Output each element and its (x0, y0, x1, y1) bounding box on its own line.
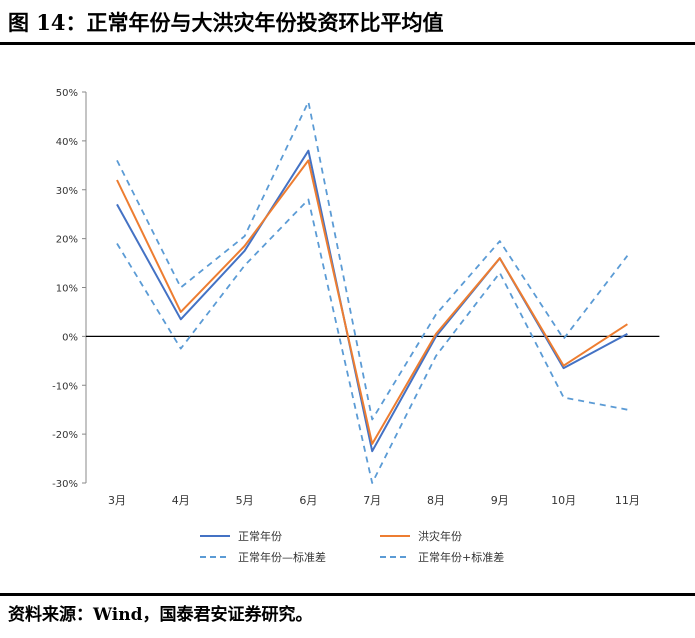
x-tick-label: 11月 (615, 494, 640, 507)
y-tick-label: 30% (56, 186, 78, 197)
x-axis: 3月 4月 5月 6月 7月 8月 9月 10月 11月 (86, 335, 660, 507)
legend-item: 正常年份 (200, 529, 282, 543)
y-tick-label: 10% (56, 284, 78, 295)
legend-item: 正常年份—标准差 (200, 550, 326, 564)
y-tick-label: 40% (56, 137, 78, 148)
series-line-2 (116, 159, 628, 445)
legend-item: 洪灾年份 (380, 529, 462, 543)
x-tick-label: 5月 (236, 494, 254, 507)
series-line-3 (116, 198, 628, 484)
y-tick-label: 0% (62, 332, 78, 343)
y-tick-label: -10% (52, 381, 78, 392)
y-tick-label: 20% (56, 235, 78, 246)
legend-label: 正常年份—标准差 (238, 550, 326, 564)
y-tick-label: -20% (52, 430, 78, 441)
series-line-4 (116, 100, 629, 421)
x-tick-label: 6月 (299, 494, 317, 507)
figure-source: 资料来源：Wind，国泰君安证券研究。 (8, 605, 313, 625)
top-rule (0, 42, 695, 45)
bottom-rule (0, 593, 695, 596)
x-tick-label: 3月 (108, 494, 126, 507)
legend-label: 正常年份 (238, 529, 282, 543)
figure-title: 图 14：正常年份与大洪灾年份投资环比平均值 (8, 10, 444, 35)
y-tick-label: 50% (56, 88, 78, 99)
legend-label: 正常年份+标准差 (418, 550, 504, 564)
series-lines (116, 100, 629, 484)
series-line-1 (116, 149, 628, 453)
x-tick-label: 9月 (491, 494, 509, 507)
x-tick-label: 10月 (551, 494, 576, 507)
legend-label: 洪灾年份 (418, 529, 462, 543)
x-tick-label: 8月 (427, 494, 445, 507)
legend-item: 正常年份+标准差 (380, 550, 504, 564)
x-tick-label: 7月 (363, 494, 381, 507)
y-axis: 50% 40% 30% 20% 10% 0% -10% -20% -30% (52, 88, 87, 490)
x-tick-label: 4月 (172, 494, 190, 507)
y-tick-label: -30% (52, 479, 78, 490)
line-chart: 50% 40% 30% 20% 10% 0% -10% -20% -30% 3月 4月 5月 6月 7月… (52, 88, 660, 564)
